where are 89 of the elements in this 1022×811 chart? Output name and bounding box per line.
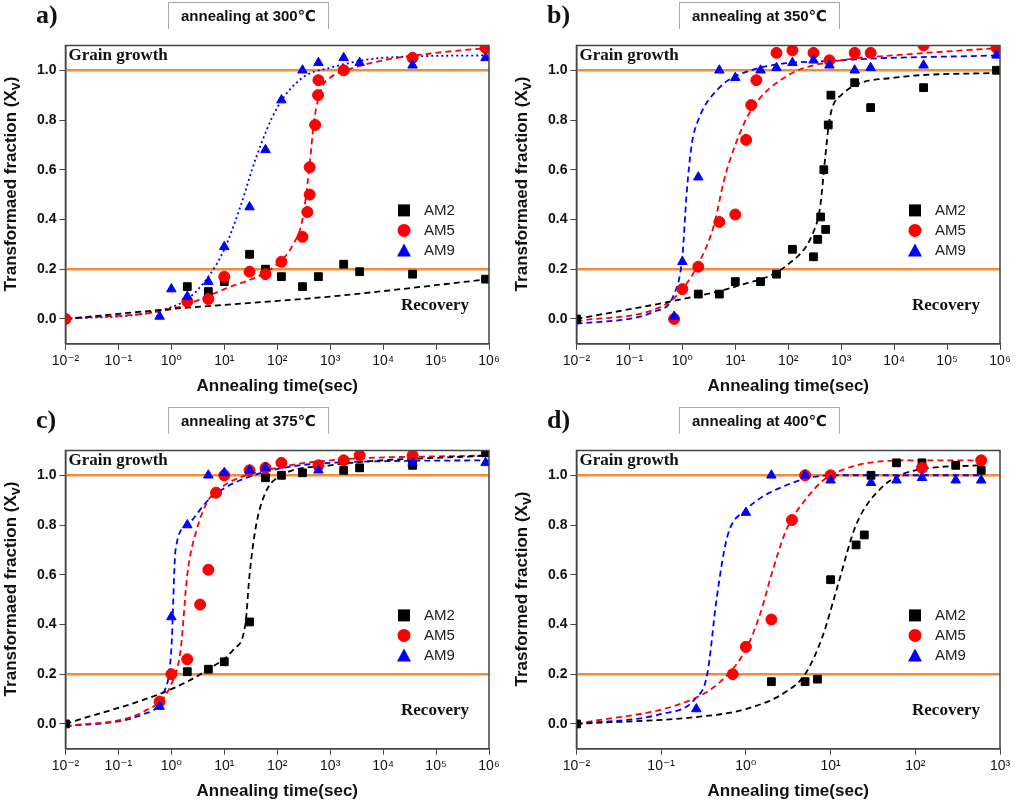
annotation: Recovery bbox=[912, 294, 981, 314]
y-tick-label: 0.0 bbox=[547, 309, 568, 326]
legend-label: AM9 bbox=[935, 240, 966, 258]
legend-label: AM5 bbox=[424, 625, 455, 643]
x-tick-label: 10⁵ bbox=[936, 352, 958, 369]
legend-label: AM5 bbox=[424, 220, 455, 238]
annotation: Recovery bbox=[401, 294, 470, 314]
y-tick-label: 1.0 bbox=[36, 466, 57, 483]
annotation: Grain growth bbox=[68, 450, 169, 470]
x-tick-label: 10² bbox=[267, 757, 288, 774]
x-tick-label: 10³ bbox=[320, 352, 341, 369]
y-tick-label: 0.6 bbox=[36, 565, 57, 582]
y-tick-label: 0.8 bbox=[36, 515, 57, 532]
legend-label: AM5 bbox=[935, 625, 966, 643]
x-axis-title: Annealing time(sec) bbox=[196, 376, 358, 396]
x-tick-label: 10¹ bbox=[214, 352, 235, 369]
y-tick-label: 0.4 bbox=[36, 615, 57, 632]
y-tick-label: 0.4 bbox=[547, 615, 568, 632]
x-tick-label: 10² bbox=[905, 757, 926, 774]
chart-title: annealing at 350℃ bbox=[679, 2, 840, 29]
x-tick-label: 10⁻¹ bbox=[104, 757, 133, 774]
x-tick-label: 10³ bbox=[320, 757, 341, 774]
x-tick-label: 10⁰ bbox=[735, 757, 757, 774]
x-tick-label: 10¹ bbox=[214, 757, 235, 774]
y-tick-label: 0.0 bbox=[547, 714, 568, 731]
x-tick-label: 10⁶ bbox=[478, 352, 500, 369]
x-tick-label: 10⁶ bbox=[989, 352, 1011, 369]
x-tick-label: 10⁴ bbox=[372, 757, 394, 774]
y-tick-label: 0.4 bbox=[547, 210, 568, 227]
x-tick-label: 10⁰ bbox=[160, 757, 183, 774]
y-tick-label: 0.6 bbox=[547, 565, 568, 582]
y-tick-label: 0.2 bbox=[547, 260, 568, 277]
legend-label: AM2 bbox=[424, 200, 455, 218]
y-tick-label: 0.0 bbox=[36, 714, 57, 731]
x-tick-label: 10⁻¹ bbox=[647, 757, 676, 774]
x-tick-label: 10⁻¹ bbox=[104, 352, 133, 369]
x-tick-label: 10⁶ bbox=[478, 757, 500, 774]
x-tick-label: 10⁴ bbox=[883, 352, 905, 369]
x-tick-label: 10¹ bbox=[820, 757, 842, 774]
legend-label: AM2 bbox=[935, 605, 966, 623]
x-tick-label: 10⁴ bbox=[372, 352, 394, 369]
x-tick-label: 10⁰ bbox=[160, 352, 183, 369]
x-tick-label: 10⁻² bbox=[51, 352, 80, 369]
chart-title: annealing at 375℃ bbox=[168, 407, 329, 434]
x-tick-label: 10⁻¹ bbox=[615, 352, 644, 369]
y-tick-label: 0.2 bbox=[36, 260, 57, 277]
x-tick-label: 10³ bbox=[989, 757, 1011, 774]
annotation: Recovery bbox=[912, 699, 981, 719]
x-axis-title: Annealing time(sec) bbox=[196, 781, 358, 801]
legend-label: AM9 bbox=[424, 240, 455, 258]
y-tick-label: 0.2 bbox=[547, 665, 568, 682]
x-axis-title: Annealing time(sec) bbox=[707, 376, 869, 396]
x-tick-label: 10² bbox=[267, 352, 288, 369]
x-tick-label: 10⁰ bbox=[671, 352, 694, 369]
y-tick-label: 1.0 bbox=[547, 61, 568, 78]
x-tick-label: 10⁻² bbox=[562, 757, 591, 774]
chart-title: annealing at 400℃ bbox=[679, 407, 840, 434]
x-tick-label: 10⁻² bbox=[562, 352, 591, 369]
y-tick-label: 1.0 bbox=[547, 466, 568, 483]
y-tick-label: 0.8 bbox=[547, 110, 568, 127]
x-tick-label: 10⁵ bbox=[425, 352, 447, 369]
chart-title: annealing at 300℃ bbox=[168, 2, 329, 29]
text: d) bbox=[547, 405, 571, 435]
legend-label: AM5 bbox=[935, 220, 966, 238]
y-tick-label: 0.0 bbox=[36, 309, 57, 326]
text: a) bbox=[36, 0, 58, 30]
y-tick-label: 0.8 bbox=[547, 515, 568, 532]
legend-label: AM9 bbox=[424, 645, 455, 663]
x-axis-title: Annealing time(sec) bbox=[707, 781, 869, 801]
y-tick-label: 0.6 bbox=[547, 160, 568, 177]
y-tick-label: 1.0 bbox=[36, 61, 57, 78]
annotation: Recovery bbox=[401, 699, 470, 719]
x-tick-label: 10¹ bbox=[725, 352, 746, 369]
text: c) bbox=[36, 405, 57, 435]
text: b) bbox=[547, 0, 571, 30]
x-tick-label: 10³ bbox=[831, 352, 852, 369]
annotation: Grain growth bbox=[68, 45, 169, 65]
annotation: Grain growth bbox=[579, 45, 680, 65]
y-tick-label: 0.6 bbox=[36, 160, 57, 177]
y-tick-label: 0.4 bbox=[36, 210, 57, 227]
legend-label: AM2 bbox=[424, 605, 455, 623]
annotation: Grain growth bbox=[579, 450, 680, 470]
legend-label: AM9 bbox=[935, 645, 966, 663]
x-tick-label: 10² bbox=[778, 352, 799, 369]
x-tick-label: 10⁻² bbox=[51, 757, 80, 774]
x-tick-label: 10⁵ bbox=[425, 757, 447, 774]
y-tick-label: 0.8 bbox=[36, 110, 57, 127]
legend-label: AM2 bbox=[935, 200, 966, 218]
y-tick-label: 0.2 bbox=[36, 665, 57, 682]
